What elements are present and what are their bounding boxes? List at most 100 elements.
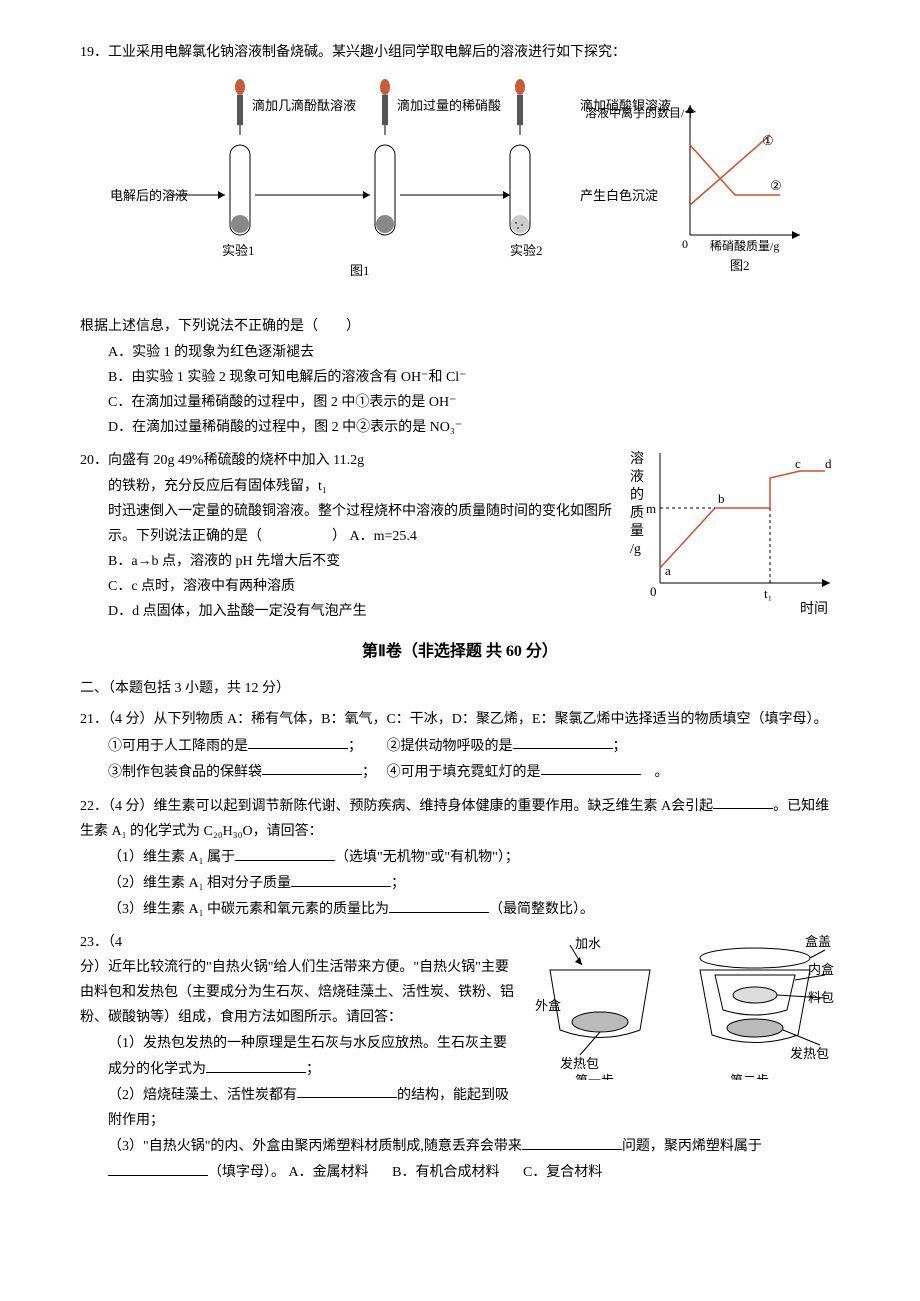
q23-sub3-pre: （3）"自热火锅"的内、外盒由聚丙烯塑料材质制成,随意丢弃会带来 [108, 1139, 522, 1154]
q22-sub3-pre: （3）维生素 A₁ 中碳元素和氧元素的质量比为 [108, 902, 389, 917]
q23-sub2: （2）焙烧硅藻土、活性炭都有的结构，能起到吸附作用； [80, 1082, 840, 1133]
q23-points: （4 [108, 935, 122, 950]
question-19: 19．工业采用电解氯化钠溶液制备烧碱。某兴趣小组同学取电解后的溶液进行如下探究：… [80, 40, 840, 440]
q23-sub1-post: ； [306, 1062, 320, 1077]
q20-graph: 溶 液 的 质 量 /g a b c d [630, 448, 840, 627]
q20-y5: 量 [630, 523, 644, 539]
q21-item2: ②提供动物呼吸的是 [387, 738, 513, 753]
q23-sub3: （3）"自热火锅"的内、外盒由聚丙烯塑料材质制成,随意丢弃会带来 问题，聚丙烯塑料… [80, 1133, 840, 1185]
q20-x-axis: 时间 [800, 601, 828, 617]
q19-diagram: 滴加几滴酚酞溶液 实验1 滴加过量的稀硝酸 [80, 75, 840, 294]
lbl-step2: 第二步 [730, 1073, 769, 1080]
section-2-heading: 二、（本题包括 3 小题，共 12 分） [80, 676, 840, 701]
q20-y6: /g [630, 542, 641, 557]
pt-a: a [665, 563, 671, 578]
q20-stem1: 向盛有 20g 49%稀硫酸的烧杯中加入 11.2g [108, 453, 364, 468]
blank [291, 870, 391, 887]
q23-sub3-mid: 问题，聚丙烯塑料属于 [622, 1139, 762, 1154]
q19-opt-d: D．在滴加过量稀硝酸的过程中，图 2 中②表示的是 NO₃⁻ [80, 415, 840, 440]
q20-y2: 液 [630, 469, 644, 485]
lbl-inner: 内盒 [808, 962, 834, 977]
q21-number: 21． [80, 712, 108, 727]
q21-item4: ④可用于填充霓虹灯的是 [387, 764, 541, 779]
blank [262, 759, 362, 776]
blank [206, 1056, 306, 1073]
q22-sub3: （3）维生素 A₁ 中碳元素和氧元素的质量比为 （最简整数比）。 [80, 896, 840, 922]
lbl-water: 加水 [575, 936, 601, 951]
q22-sub3-post: （最简整数比）。 [489, 902, 594, 917]
q22-sub1-post: （选填"无机物"或"有机物"）； [335, 850, 519, 865]
q20-opt-a: A．m=25.4 [350, 529, 417, 544]
q19-right-block: 滴加硝酸银溶液 产生白色沉淀 溶液中离子的数目/个 ① ② 0 稀硝酸质 [580, 75, 810, 294]
tube1-action: 滴加几滴酚酞溶液 [252, 98, 356, 113]
tube1-name: 实验1 [222, 243, 255, 258]
q22-sub2-post: ； [391, 876, 405, 891]
q19-tubes-svg: 滴加几滴酚酞溶液 实验1 滴加过量的稀硝酸 [110, 75, 550, 285]
q21-item3: ③制作包装食品的保鲜袋 [108, 764, 262, 779]
lbl-lid: 盒盖 [805, 934, 831, 949]
q23-svg: 加水 外盒 发热包 第一步 盒盖 内盒 [530, 930, 840, 1080]
blank [248, 733, 348, 750]
pt-t1: t₁ [764, 586, 772, 601]
left-solution-label: 电解后的溶液 [110, 188, 188, 203]
blank [713, 793, 773, 810]
lbl-heat2: 发热包 [790, 1046, 829, 1061]
question-23: 加水 外盒 发热包 第一步 盒盖 内盒 [80, 930, 840, 1185]
q22-sub1: （1）维生素 A₁ 属于 （选填"无机物"或"有机物"）； [80, 844, 840, 870]
question-20: 溶 液 的 质 量 /g a b c d [80, 448, 840, 627]
q23-opts: A．金属材料 B．有机合成材料 C．复合材料 [289, 1165, 623, 1180]
q22-sub1-pre: （1）维生素 A₁ 属于 [108, 850, 235, 865]
tube3-name: 实验2 [510, 243, 543, 258]
lbl-food: 料包 [808, 990, 834, 1005]
graph-line2: ② [770, 178, 782, 193]
q20-number: 20． [80, 453, 108, 468]
q21-stem: （4 分）从下列物质 A：稀有气体，B：氧气，C：干冰，D：聚乙烯，E：聚氯乙烯… [108, 712, 827, 727]
q23-sub3-post: （填字母）。 [208, 1165, 285, 1180]
q21-row1: ①可用于人工降雨的是； ②提供动物呼吸的是； [80, 733, 840, 759]
question-21: 21．（4 分）从下列物质 A：稀有气体，B：氧气，C：干冰，D：聚乙烯，E：聚… [80, 707, 840, 784]
q22-sub2-pre: （2）维生素 A₁ 相对分子质量 [108, 876, 291, 891]
pt-0: 0 [650, 584, 657, 599]
q19-number: 19． [80, 45, 108, 60]
q20-y1: 溶 [630, 451, 644, 467]
tube2-action: 滴加过量的稀硝酸 [397, 98, 501, 113]
q19-prompt: 根据上述信息，下列说法不正确的是（ ） [80, 314, 840, 339]
q19-opt-c: C．在滴加过量稀硝酸的过程中，图 2 中①表示的是 OH⁻ [80, 390, 840, 415]
lbl-step1: 第一步 [575, 1073, 614, 1080]
q23-opt-a: A．金属材料 [289, 1165, 369, 1180]
section-2-title: 第Ⅱ卷（非选择题 共 60 分） [80, 638, 840, 667]
q20-y3: 的 [630, 487, 644, 503]
lbl-outer: 外盒 [535, 998, 561, 1013]
tube3-result: 产生白色沉淀 [580, 188, 658, 203]
graph-origin: 0 [682, 237, 688, 251]
q19-opt-b: B．由实验 1 实验 2 现象可知电解后的溶液含有 OH⁻和 Cl⁻ [80, 365, 840, 390]
q23-opt-b: B．有机合成材料 [392, 1165, 499, 1180]
q19-stem: 工业采用电解氯化钠溶液制备烧碱。某兴趣小组同学取电解后的溶液进行如下探究： [108, 45, 626, 60]
q23-number: 23． [80, 935, 108, 950]
pt-c: c [795, 456, 801, 471]
blank [541, 759, 641, 776]
pt-d: d [825, 456, 832, 471]
q19-opt-a: A．实验 1 的现象为红色逐渐褪去 [80, 340, 840, 365]
blank [389, 896, 489, 913]
lbl-heat1: 发热包 [560, 1056, 599, 1071]
q19-graph-svg: 滴加硝酸银溶液 产生白色沉淀 溶液中离子的数目/个 ① ② 0 稀硝酸质 [580, 75, 810, 285]
question-22: 22．（4 分）维生素可以起到调节新陈代谢、预防疾病、维持身体健康的重要作用。缺… [80, 793, 840, 922]
blank [235, 844, 335, 861]
q21-item1: ①可用于人工降雨的是 [108, 738, 248, 753]
q21-row2: ③制作包装食品的保鲜袋； ④可用于填充霓虹灯的是 。 [80, 759, 840, 785]
q23-diagram: 加水 外盒 发热包 第一步 盒盖 内盒 [530, 930, 840, 1089]
graph-x-axis: 稀硝酸质量/g [710, 238, 779, 253]
q23-sub2-pre: （2）焙烧硅藻土、活性炭都有 [108, 1087, 297, 1102]
pt-m: m [646, 501, 656, 516]
fig2-label: 图2 [730, 258, 750, 273]
q20-graph-svg: 溶 液 的 质 量 /g a b c d [630, 448, 840, 618]
graph-y-axis: 溶液中离子的数目/个 [585, 105, 696, 120]
q22-stem1: （4 分）维生素可以起到调节新陈代谢、预防疾病、维持身体健康的重要作用。缺乏维生… [108, 798, 713, 813]
blank [522, 1133, 622, 1150]
fig1-label: 图1 [350, 263, 370, 278]
blank [513, 733, 613, 750]
blank [108, 1159, 208, 1176]
q19-tubes-block: 滴加几滴酚酞溶液 实验1 滴加过量的稀硝酸 [110, 75, 550, 294]
graph-line1: ① [762, 133, 774, 148]
